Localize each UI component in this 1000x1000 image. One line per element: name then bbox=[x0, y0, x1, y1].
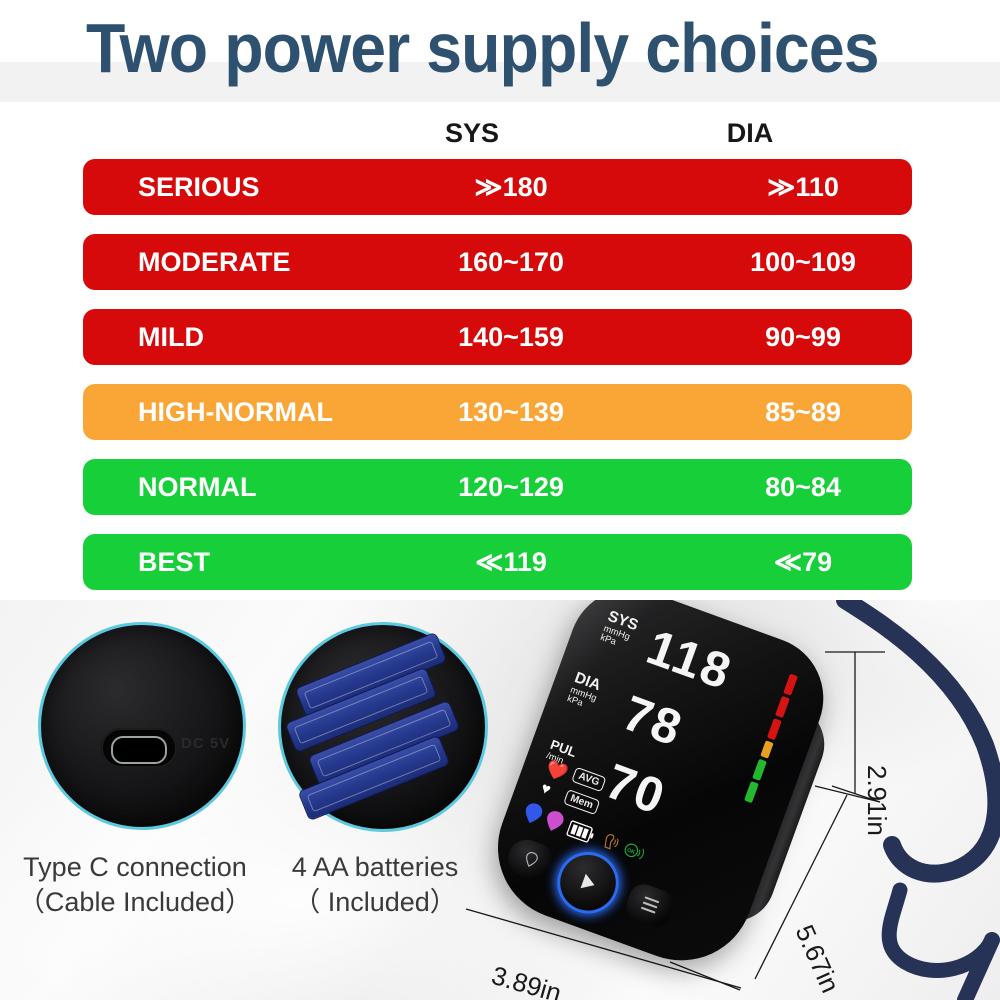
svg-text:3.89in: 3.89in bbox=[488, 960, 564, 1000]
svg-text:2: 2 bbox=[551, 815, 559, 826]
svg-text:OK: OK bbox=[626, 848, 636, 856]
svg-text:1: 1 bbox=[530, 807, 538, 818]
svg-text:5.67in: 5.67in bbox=[790, 920, 846, 997]
svg-text:2.91in: 2.91in bbox=[862, 765, 892, 836]
